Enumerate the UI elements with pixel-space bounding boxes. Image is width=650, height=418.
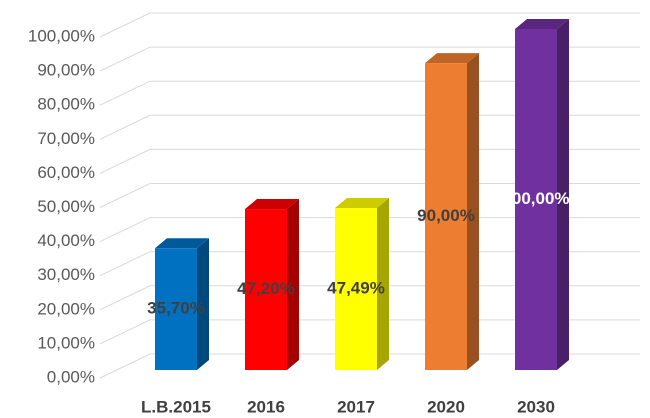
bar [335, 208, 377, 370]
y-tick-label: 20,00% [37, 299, 95, 318]
y-tick-label: 80,00% [37, 95, 95, 114]
bar [155, 248, 197, 370]
bar-top [425, 53, 479, 64]
data-label: 90,00% [417, 206, 475, 225]
x-tick-label: 2030 [517, 397, 555, 416]
bar [515, 29, 557, 370]
bar-side [557, 19, 569, 370]
data-label: 47,20% [237, 279, 295, 298]
y-tick-label: 100,00% [28, 26, 95, 45]
bar-side [467, 53, 479, 370]
y-tick-label: 60,00% [37, 163, 95, 182]
bar-side [287, 199, 299, 370]
x-tick-label: L.B.2015 [141, 397, 211, 416]
grid-line [99, 12, 640, 38]
data-label: 100,00% [502, 189, 569, 208]
data-label: 47,49% [327, 279, 385, 298]
y-tick-label: 0,00% [47, 367, 95, 386]
y-tick-label: 30,00% [37, 265, 95, 284]
bar [425, 63, 467, 370]
bar-side [377, 198, 389, 370]
y-tick-label: 10,00% [37, 333, 95, 352]
grid-line [99, 46, 640, 72]
y-tick-label: 70,00% [37, 129, 95, 148]
bar-top [335, 198, 389, 209]
bar-top [155, 238, 209, 249]
bar-top [245, 199, 299, 210]
x-tick-label: 2020 [427, 397, 465, 416]
bar-top [515, 19, 569, 29]
bar [245, 209, 287, 370]
x-tick-label: 2016 [247, 397, 285, 416]
y-tick-label: 50,00% [37, 197, 95, 216]
y-tick-label: 40,00% [37, 231, 95, 250]
y-tick-label: 90,00% [37, 61, 95, 80]
bar-side [197, 238, 209, 370]
x-tick-label: 2017 [337, 397, 375, 416]
data-label: 35,70% [147, 299, 205, 318]
